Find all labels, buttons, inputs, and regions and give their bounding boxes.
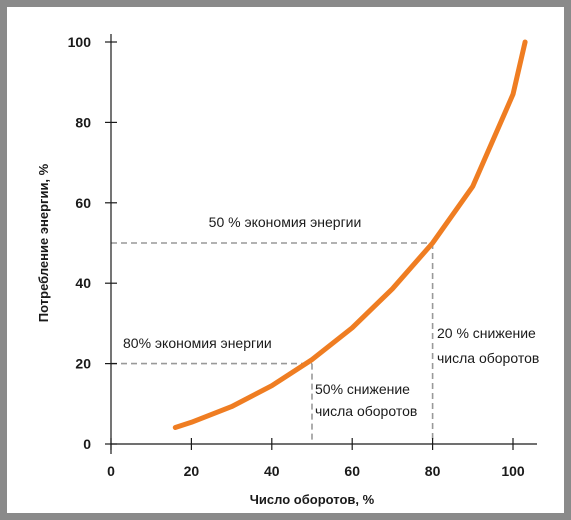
y-tick-label: 100 [68, 34, 92, 50]
y-tick-label: 60 [75, 195, 91, 211]
chart-frame: 0 20 40 60 80 100 0 20 40 60 80 100 Число оборотов,… [7, 7, 564, 513]
y-tick-label: 40 [75, 275, 91, 291]
annotation-80-energy-savings: 80% экономия энергии [123, 335, 272, 351]
axis-ticks: 0 20 40 60 80 100 0 20 40 60 80 100 [68, 34, 525, 479]
annotation-20-speed-reduction-line1: 20 % снижение [437, 325, 536, 341]
annotation-50-energy-savings: 50 % экономия энергии [209, 214, 362, 230]
x-tick-label: 60 [344, 463, 360, 479]
y-tick-label: 80 [75, 114, 91, 130]
series-line [172, 39, 528, 430]
annotation-50-speed-reduction-line1: 50% снижение [315, 381, 410, 397]
reference-lines [111, 242, 434, 444]
x-tick-label: 100 [501, 463, 525, 479]
x-tick-label: 80 [425, 463, 441, 479]
y-tick-label: 20 [75, 356, 91, 372]
x-axis-title: Число оборотов, % [250, 492, 375, 507]
y-axis-title: Потребление энергии, % [36, 163, 51, 322]
axes [110, 34, 537, 454]
x-tick-label: 0 [107, 463, 115, 479]
annotation-50-speed-reduction-line2: числа оборотов [315, 403, 417, 419]
y-tick-label: 0 [83, 436, 91, 452]
energy-speed-chart: 0 20 40 60 80 100 0 20 40 60 80 100 Число оборотов,… [36, 34, 539, 507]
annotation-20-speed-reduction-line2: числа оборотов [437, 350, 539, 366]
series-layer [172, 39, 528, 430]
x-tick-label: 20 [184, 463, 200, 479]
x-tick-label: 40 [264, 463, 280, 479]
